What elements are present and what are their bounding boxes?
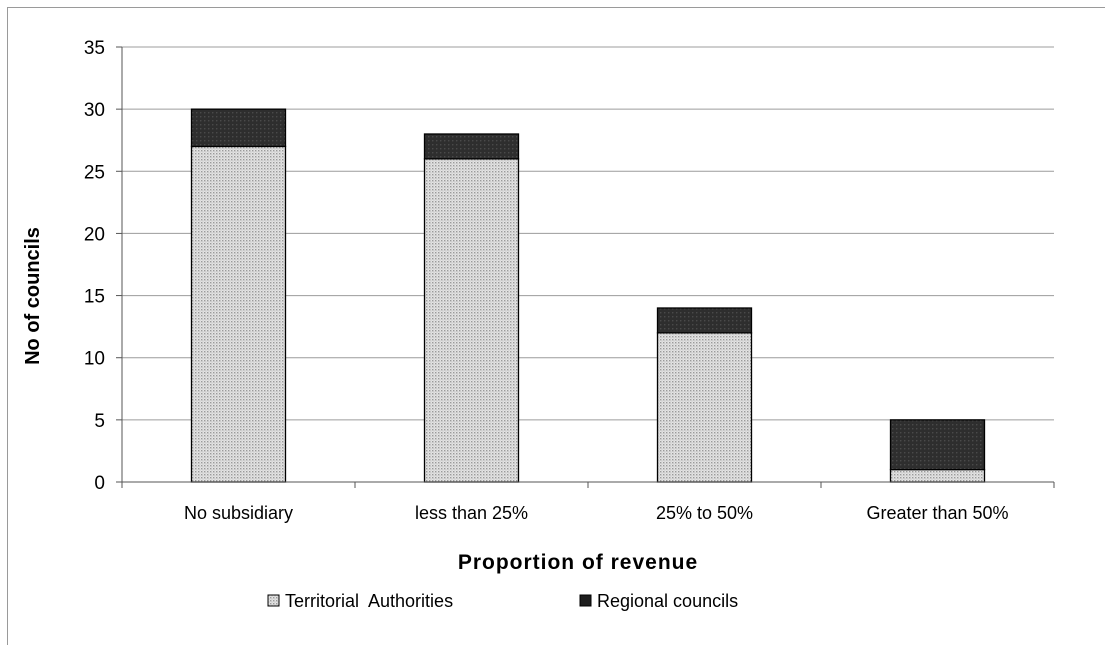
legend-swatch-regional-councils	[579, 594, 592, 607]
bar-regional-councils	[423, 133, 520, 160]
y-tick-label: 10	[84, 349, 105, 370]
bar-territorial-authorities	[423, 158, 520, 483]
x-axis-title: Proportion of revenue	[458, 551, 698, 574]
gridlines	[122, 46, 1054, 421]
x-tick-label: less than 25%	[415, 503, 528, 523]
bar-regional-councils	[656, 307, 753, 334]
legend-label-regional-councils: Regional councils	[597, 591, 738, 611]
y-axis-title: No of councils	[22, 227, 44, 365]
y-tick-label: 5	[94, 411, 105, 432]
y-tick-label: 25	[84, 162, 105, 183]
bar-territorial-authorities	[656, 332, 753, 483]
bar-territorial-authorities	[889, 468, 986, 483]
x-tick-label: Greater than 50%	[866, 503, 1008, 523]
y-tick-label: 20	[84, 224, 105, 245]
bar-regional-councils	[889, 419, 986, 471]
bars	[190, 108, 986, 483]
legend-swatch-territorial-authorities	[267, 594, 280, 607]
legend-label-territorial-authorities: Territorial Authorities	[285, 591, 453, 611]
y-tick-label: 0	[94, 473, 105, 494]
y-tick-label: 35	[84, 38, 105, 59]
y-tick-labels: 0 5 10 15 20 25 30 35	[84, 38, 105, 494]
x-tick-label: 25% to 50%	[656, 503, 753, 523]
chart-frame	[7, 7, 1105, 645]
y-tick-label: 15	[84, 287, 105, 308]
legend: Territorial Authorities Regional councils	[267, 591, 738, 611]
x-tick-label: No subsidiary	[184, 503, 293, 523]
axes	[116, 46, 1055, 488]
bar-regional-councils	[190, 108, 287, 148]
bar-territorial-authorities	[190, 145, 287, 483]
y-tick-label: 30	[84, 100, 105, 121]
x-tick-labels: No subsidiary less than 25% 25% to 50% Grea…	[184, 503, 1009, 523]
